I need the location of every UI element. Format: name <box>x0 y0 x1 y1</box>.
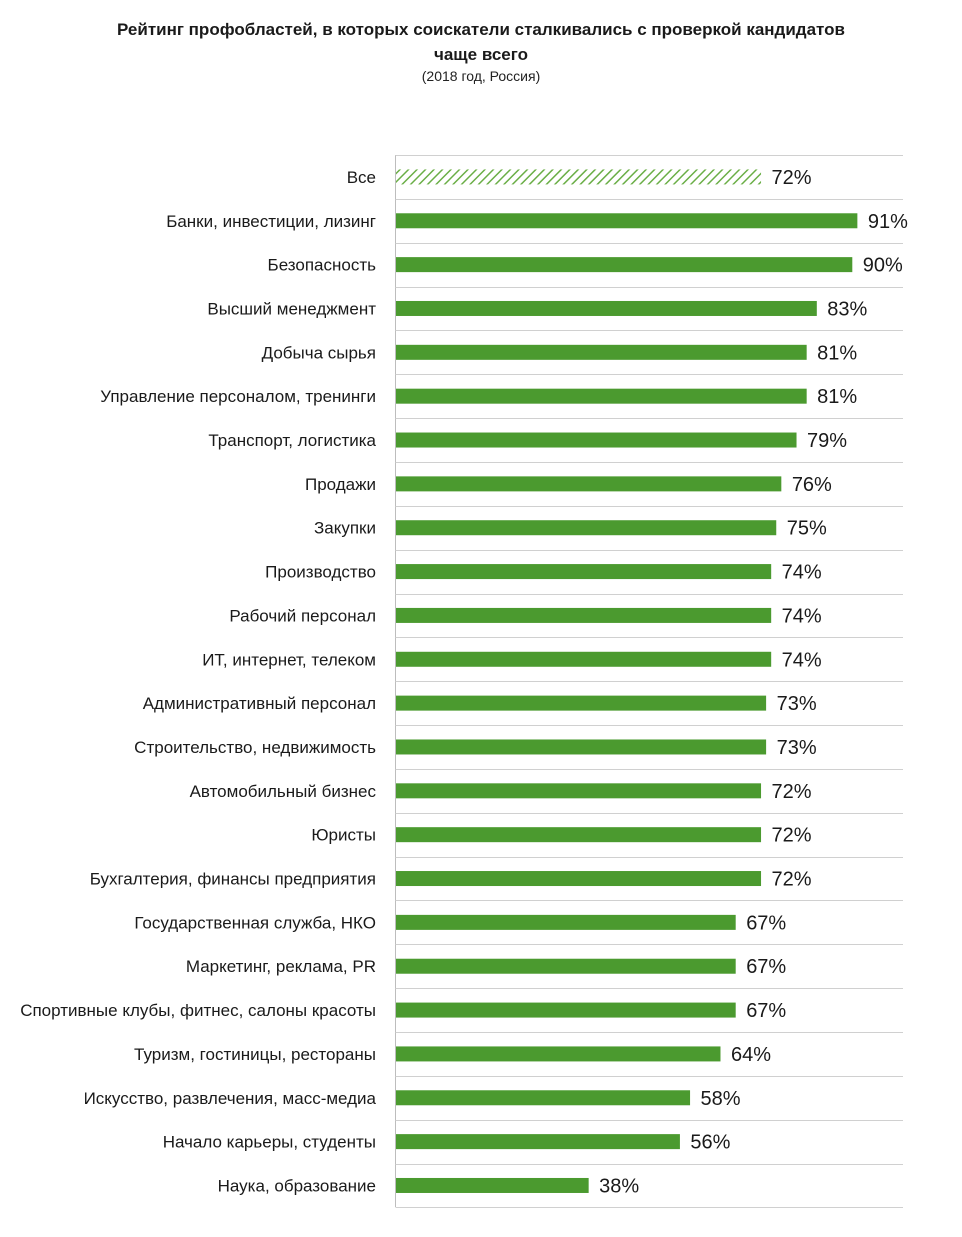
category-label: Банки, инвестиции, лизинг <box>166 212 376 231</box>
chart-title-line-2: чаще всего <box>433 45 529 64</box>
category-label: Высший менеджмент <box>207 299 376 318</box>
bar <box>396 300 817 316</box>
bar <box>396 476 782 492</box>
bar <box>396 914 736 930</box>
value-label: 76% <box>792 474 832 496</box>
bar <box>396 388 807 404</box>
category-label: Туризм, гостиницы, рестораны <box>134 1045 376 1064</box>
bar <box>396 827 762 843</box>
bar <box>396 564 772 580</box>
value-label: 72% <box>772 167 812 189</box>
value-label: 74% <box>782 562 822 584</box>
value-label: 67% <box>746 956 786 978</box>
chart-subtitle: (2018 год, Россия) <box>421 68 541 84</box>
bar <box>396 1090 691 1106</box>
bar <box>396 958 736 974</box>
bar <box>396 695 767 711</box>
bar <box>396 1046 721 1062</box>
chart-title-line-1: Рейтинг профобластей, в которых соискате… <box>117 20 845 39</box>
bar <box>396 1177 589 1193</box>
bar <box>396 169 762 185</box>
category-label: Маркетинг, реклама, PR <box>186 957 376 976</box>
value-label: 83% <box>827 298 867 320</box>
category-label: Строительство, недвижимость <box>134 738 376 757</box>
value-label: 67% <box>746 1000 786 1022</box>
category-label: Производство <box>265 563 376 582</box>
bar <box>396 344 807 360</box>
category-label: Автомобильный бизнес <box>190 782 377 801</box>
category-label: ИТ, интернет, телеком <box>202 650 376 669</box>
value-label: 67% <box>746 912 786 934</box>
category-label: Добыча сырья <box>262 343 376 362</box>
chart-title: Рейтинг профобластей, в которых соискате… <box>0 17 962 67</box>
bar <box>396 651 772 667</box>
bar <box>396 871 762 887</box>
value-label: 64% <box>731 1044 771 1066</box>
category-label: Закупки <box>314 519 376 538</box>
value-label: 74% <box>782 649 822 671</box>
category-label: Наука, образование <box>218 1176 376 1195</box>
value-label: 58% <box>701 1088 741 1110</box>
category-label: Спортивные клубы, фитнес, салоны красоты <box>20 1001 376 1020</box>
bar <box>396 1002 736 1018</box>
value-label: 79% <box>807 430 847 452</box>
value-label: 75% <box>787 518 827 540</box>
bar <box>396 257 853 273</box>
value-label: 73% <box>777 737 817 759</box>
value-label: 72% <box>772 781 812 803</box>
category-label: Безопасность <box>268 256 377 275</box>
bar <box>396 520 777 536</box>
category-label: Бухгалтерия, финансы предприятия <box>90 870 376 889</box>
value-label: 74% <box>782 605 822 627</box>
bar <box>396 1134 680 1150</box>
value-label: 72% <box>772 825 812 847</box>
bar <box>396 783 762 799</box>
category-label: Рабочий персонал <box>229 606 376 625</box>
value-label: 38% <box>599 1175 639 1197</box>
value-label: 91% <box>868 211 908 233</box>
value-label: 73% <box>777 693 817 715</box>
value-label: 81% <box>817 386 857 408</box>
category-label: Продажи <box>305 475 376 494</box>
value-label: 72% <box>772 869 812 891</box>
category-label: Административный персонал <box>143 694 376 713</box>
bar <box>396 607 772 623</box>
category-label: Управление персоналом, тренинги <box>100 387 376 406</box>
category-label: Государственная служба, НКО <box>134 913 376 932</box>
category-label: Все <box>347 168 376 187</box>
category-label: Юристы <box>311 826 376 845</box>
bar <box>396 739 767 755</box>
category-label: Транспорт, логистика <box>208 431 376 450</box>
value-label: 90% <box>863 255 903 277</box>
value-label: 81% <box>817 342 857 364</box>
bar <box>396 432 797 448</box>
value-label: 56% <box>690 1132 730 1154</box>
category-label: Искусство, развлечения, масс-медиа <box>84 1089 377 1108</box>
bar <box>396 213 858 229</box>
category-label: Начало карьеры, студенты <box>163 1133 376 1152</box>
